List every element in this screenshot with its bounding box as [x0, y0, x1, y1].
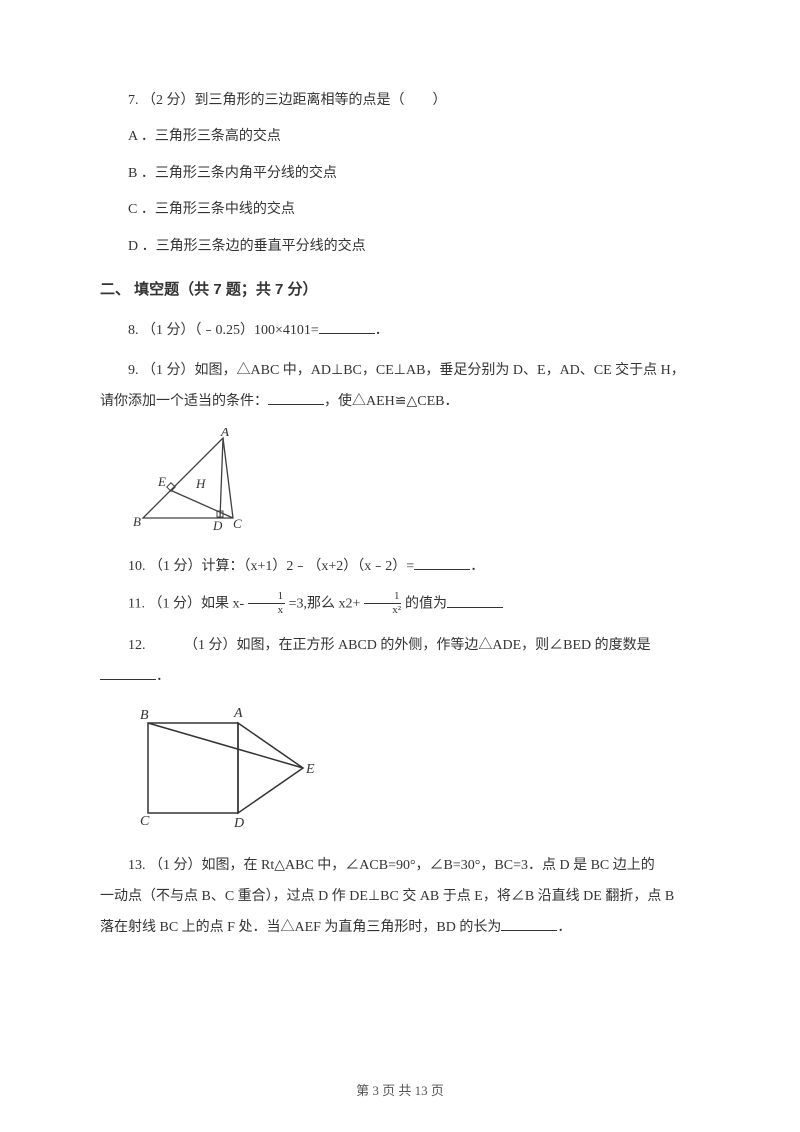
q11-frac2: 1x² — [364, 591, 402, 616]
q10-post: ． — [470, 559, 484, 574]
q8-post: ． — [375, 323, 389, 338]
q7-option-b: B ．三角形三条内角平分线的交点 — [100, 163, 700, 185]
q12-post: ． — [156, 669, 170, 684]
q11-frac2-den: x² — [364, 604, 402, 616]
q12-blank — [100, 666, 156, 680]
q11-mid1: =3,那么 x2+ — [289, 597, 361, 612]
q9-blank — [268, 391, 324, 405]
q9-label-a: A — [220, 428, 229, 439]
q12-label-c: C — [140, 814, 150, 829]
q10-pre: 10. （1 分）计算：（x+1）2﹣（x+2）（x﹣2）= — [128, 559, 414, 574]
q12-label-a: A — [233, 706, 243, 721]
q11-pre: 11. （1 分）如果 x- — [128, 597, 244, 612]
q9-figure: A B C D E H — [128, 428, 700, 538]
q7-option-a: A ．三角形三条高的交点 — [100, 126, 700, 148]
q12-line2: ． — [100, 662, 700, 693]
q11-blank — [447, 594, 503, 608]
q10-blank — [414, 556, 470, 570]
q7-stem: 7. （2 分）到三角形的三边距离相等的点是（ ） — [100, 90, 700, 112]
q12-label-e: E — [305, 762, 315, 777]
q12-figure: A B C D E — [128, 703, 700, 833]
q8: 8. （1 分）（﹣0.25）100×4101= ． — [100, 320, 700, 342]
q13-blank — [501, 917, 557, 931]
q12: 12. （1 分）如图，在正方形 ABCD 的外侧，作等边△ADE，则∠BED … — [100, 631, 700, 693]
section-2-title: 二、 填空题（共 7 题；共 7 分） — [100, 278, 700, 302]
q8-blank — [319, 320, 375, 334]
q9-line2-pre: 请你添加一个适当的条件： — [100, 394, 268, 409]
q9: 9. （1 分）如图，△ABC 中，AD⊥BC，CE⊥AB，垂足分别为 D、E，… — [100, 356, 700, 418]
q11-post: 的值为 — [405, 597, 447, 612]
q11-frac1-den: x — [248, 604, 286, 616]
q12-label-b: B — [140, 708, 149, 723]
q12-line1: 12. （1 分）如图，在正方形 ABCD 的外侧，作等边△ADE，则∠BED … — [100, 631, 700, 662]
q9-label-e: E — [157, 474, 166, 489]
q12-label-d: D — [233, 816, 244, 831]
page-footer: 第 3 页 共 13 页 — [0, 1081, 800, 1102]
q9-line1: 9. （1 分）如图，△ABC 中，AD⊥BC，CE⊥AB，垂足分别为 D、E，… — [100, 356, 700, 387]
q11: 11. （1 分）如果 x- 1x =3,那么 x2+ 1x² 的值为 — [100, 592, 700, 617]
q9-line2: 请你添加一个适当的条件： ，使△AEH≌△CEB． — [100, 387, 700, 418]
q7-option-c: C ．三角形三条中线的交点 — [100, 199, 700, 221]
q11-frac2-num: 1 — [364, 591, 402, 604]
q10: 10. （1 分）计算：（x+1）2﹣（x+2）（x﹣2）= ． — [100, 556, 700, 578]
q13-line1: 13. （1 分）如图，在 Rt△ABC 中，∠ACB=90°，∠B=30°，B… — [100, 851, 700, 882]
q9-label-c: C — [233, 516, 242, 531]
q13-line3-post: ． — [557, 920, 571, 935]
q13: 13. （1 分）如图，在 Rt△ABC 中，∠ACB=90°，∠B=30°，B… — [100, 851, 700, 943]
q11-frac1-num: 1 — [248, 591, 286, 604]
q7-option-d: D ．三角形三条边的垂直平分线的交点 — [100, 236, 700, 258]
q13-line3: 落在射线 BC 上的点 F 处．当△AEF 为直角三角形时，BD 的长为 ． — [100, 913, 700, 944]
q9-line2-post: ，使△AEH≌△CEB． — [324, 394, 459, 409]
q9-label-b: B — [133, 514, 141, 529]
q9-label-d: D — [212, 518, 223, 533]
q8-pre: 8. （1 分）（﹣0.25）100×4101= — [128, 323, 319, 338]
q11-frac1: 1x — [248, 591, 286, 616]
q13-line3-pre: 落在射线 BC 上的点 F 处．当△AEF 为直角三角形时，BD 的长为 — [100, 920, 501, 935]
q13-line2: 一动点（不与点 B、C 重合），过点 D 作 DE⊥BC 交 AB 于点 E，将… — [100, 882, 700, 913]
q9-label-h: H — [195, 476, 206, 491]
